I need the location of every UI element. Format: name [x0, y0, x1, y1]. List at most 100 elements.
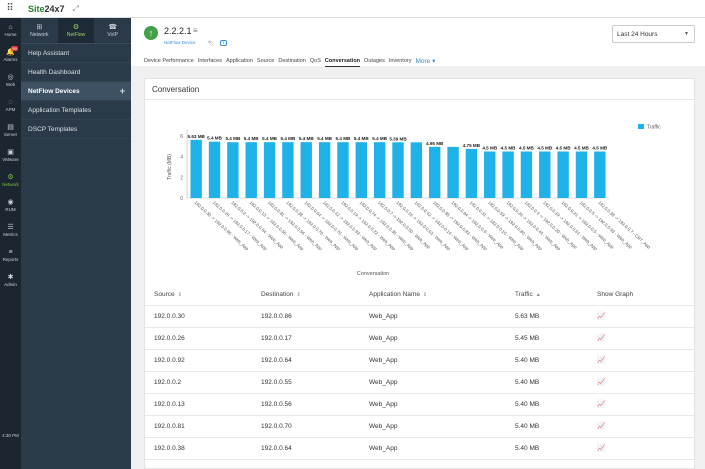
table-row[interactable]: 192.0.0.92 192.0.0.64 Web_App 5.40 MB 📈	[145, 350, 694, 372]
chart-bar[interactable]	[484, 151, 496, 199]
chart-bar[interactable]	[557, 151, 569, 199]
sort-icon[interactable]: ⇕	[177, 292, 182, 298]
chart-bar[interactable]	[190, 139, 202, 198]
column-header-graph[interactable]: Show Graph	[597, 291, 633, 298]
chart-bar[interactable]	[447, 146, 459, 198]
tab-device-performance[interactable]: Device Performance	[144, 58, 194, 64]
device-header: ↑ 2.2.2.1 ≡ NetFlow Device 🏷 i Last 24 H…	[131, 18, 705, 67]
legend-swatch[interactable]	[638, 124, 644, 129]
period-select[interactable]: Last 24 Hours ▼	[612, 25, 695, 43]
chart-bar[interactable]	[300, 142, 312, 198]
chart-bar[interactable]	[337, 142, 349, 198]
rail-item-admin[interactable]: ✱ Admin	[0, 268, 21, 293]
rail-item-web[interactable]: ◎ Web	[0, 68, 21, 93]
column-header-source[interactable]: Source ⇕	[154, 291, 182, 298]
rail-item-home[interactable]: ⌂ Home	[0, 18, 21, 43]
chart-bar[interactable]	[520, 151, 533, 199]
chart-bar[interactable]	[465, 148, 478, 198]
tab-conversation[interactable]: Conversation	[324, 58, 361, 67]
network-icon: ⚙	[7, 173, 14, 181]
app-grid-icon[interactable]: ⠿	[6, 3, 14, 14]
show-graph-icon[interactable]: 📈	[597, 423, 606, 430]
sidebar-tab-voip[interactable]: ☎ VoIP	[94, 18, 131, 43]
tab-qos[interactable]: QoS	[309, 58, 321, 64]
rail-item-server[interactable]: ▤ Server	[0, 118, 21, 143]
tab-source[interactable]: Source	[256, 58, 275, 64]
y-axis-label: Traffic (MB)	[167, 154, 173, 180]
tab-interfaces[interactable]: Interfaces	[197, 58, 222, 64]
column-header-app[interactable]: Application Name ⇕	[369, 291, 427, 298]
chart-bar[interactable]	[373, 142, 386, 198]
chart-bar[interactable]	[282, 142, 294, 198]
chart-bar[interactable]	[227, 142, 239, 198]
y-tick-label: 0	[180, 196, 183, 202]
sidebar-item[interactable]: Health Dashboard	[21, 63, 131, 82]
chart-bar[interactable]	[502, 151, 514, 199]
rail-item-metrics[interactable]: ☰ Metrics	[0, 218, 21, 243]
add-device-button[interactable]: +	[119, 86, 125, 96]
chart-bar[interactable]	[410, 142, 423, 198]
table-row[interactable]: 192.0.0.30 192.0.0.86 Web_App 5.63 MB 📈	[145, 306, 694, 328]
table-row[interactable]: 192.0.0.38 192.0.0.64 Web_App 5.40 MB 📈	[145, 438, 694, 460]
brand-logo[interactable]: Site24x7	[28, 3, 65, 14]
sort-icon[interactable]: ▲	[535, 292, 541, 298]
chart-bar[interactable]	[245, 142, 257, 198]
app-cell: Web_App	[369, 357, 398, 364]
tab-more[interactable]: More ▾	[415, 58, 436, 65]
rail-item-network[interactable]: ⚙ Network	[0, 168, 21, 193]
chart-bar[interactable]	[355, 142, 367, 198]
tab-destination[interactable]: Destination	[278, 58, 306, 64]
table-row[interactable]: 192.0.0.26 192.0.0.17 Web_App 5.45 MB 📈	[145, 328, 694, 350]
rail-item-alarms[interactable]: 🔔 Alarms 99	[0, 43, 21, 68]
expand-icon[interactable]: ⤢	[72, 3, 79, 13]
rail-item-rum[interactable]: ◉ RUM	[0, 193, 21, 218]
tab-inventory[interactable]: Inventory	[388, 58, 412, 64]
traffic-cell: 5.40 MB	[515, 357, 540, 364]
tab-application[interactable]: Application	[225, 58, 253, 64]
legend-label[interactable]: Traffic	[647, 125, 661, 131]
sort-icon[interactable]: ⇕	[422, 292, 428, 298]
show-graph-icon[interactable]: 📈	[597, 401, 606, 408]
sidebar-tab-netflow[interactable]: ⚙ NetFlow	[57, 18, 95, 43]
chart-bar[interactable]	[392, 142, 404, 198]
show-graph-icon[interactable]: 📈	[597, 379, 606, 386]
sidebar-item-label: Help Assistant	[28, 49, 70, 57]
sidebar-item[interactable]: Application Templates	[21, 101, 131, 120]
tab-outages[interactable]: Outages	[364, 58, 385, 64]
sidebar-item[interactable]: Help Assistant	[21, 44, 131, 63]
destination-cell: 192.0.0.55	[261, 379, 292, 386]
sidebar-tab-network[interactable]: ⊞ Network	[21, 18, 58, 43]
sort-icon[interactable]: ⇕	[296, 292, 301, 298]
rail-item-apm[interactable]: ◌ APM	[0, 93, 21, 118]
column-header-destination[interactable]: Destination ⇕	[261, 291, 301, 298]
chart-bar[interactable]	[208, 141, 221, 198]
info-icon[interactable]: i	[220, 40, 227, 46]
table-row[interactable]: 192.0.0.13 192.0.0.56 Web_App 5.40 MB 📈	[145, 394, 694, 416]
rail-label: Network	[2, 181, 19, 187]
show-graph-icon[interactable]: 📈	[597, 357, 606, 364]
tag-icon[interactable]: 🏷	[208, 41, 215, 47]
chart-bar[interactable]	[429, 146, 441, 198]
table-row[interactable]: 192.0.0.81 192.0.0.70 Web_App 5.40 MB 📈	[145, 416, 694, 438]
chart-bar[interactable]	[539, 151, 551, 199]
show-graph-icon[interactable]: 📈	[597, 445, 606, 452]
column-header-traffic[interactable]: Traffic ▲	[515, 291, 541, 298]
show-graph-icon[interactable]: 📈	[597, 335, 606, 342]
destination-cell: 192.0.0.86	[261, 313, 292, 320]
chart-bar[interactable]	[263, 142, 276, 198]
rail-item-reports[interactable]: ≡ Reports	[0, 243, 21, 268]
bar-data-label: 4.75 MB	[463, 143, 481, 148]
chart-bar[interactable]	[575, 151, 588, 199]
sidebar-item[interactable]: NetFlow Devices +	[21, 82, 131, 101]
rail-item-vmware[interactable]: ▣ VMware	[0, 143, 21, 168]
sidebar-item[interactable]: DSCP Templates	[21, 120, 131, 139]
chart-bar[interactable]	[318, 142, 331, 198]
table-row[interactable]: 192.0.0.2 192.0.0.55 Web_App 5.40 MB 📈	[145, 372, 694, 394]
show-graph-icon[interactable]: 📈	[597, 313, 606, 320]
conversation-panel: Conversation 0 2 4 6 Traffic (MB) 5.63 MB 192.…	[144, 78, 695, 469]
chart-bar[interactable]	[594, 151, 606, 199]
device-type[interactable]: NetFlow Device	[164, 40, 196, 45]
menu-icon[interactable]: ≡	[193, 26, 198, 35]
conversation-table: Source ⇕ Destination ⇕ Application Name ⇕ Traf…	[145, 284, 694, 460]
network-icon: ⊞	[36, 24, 43, 31]
